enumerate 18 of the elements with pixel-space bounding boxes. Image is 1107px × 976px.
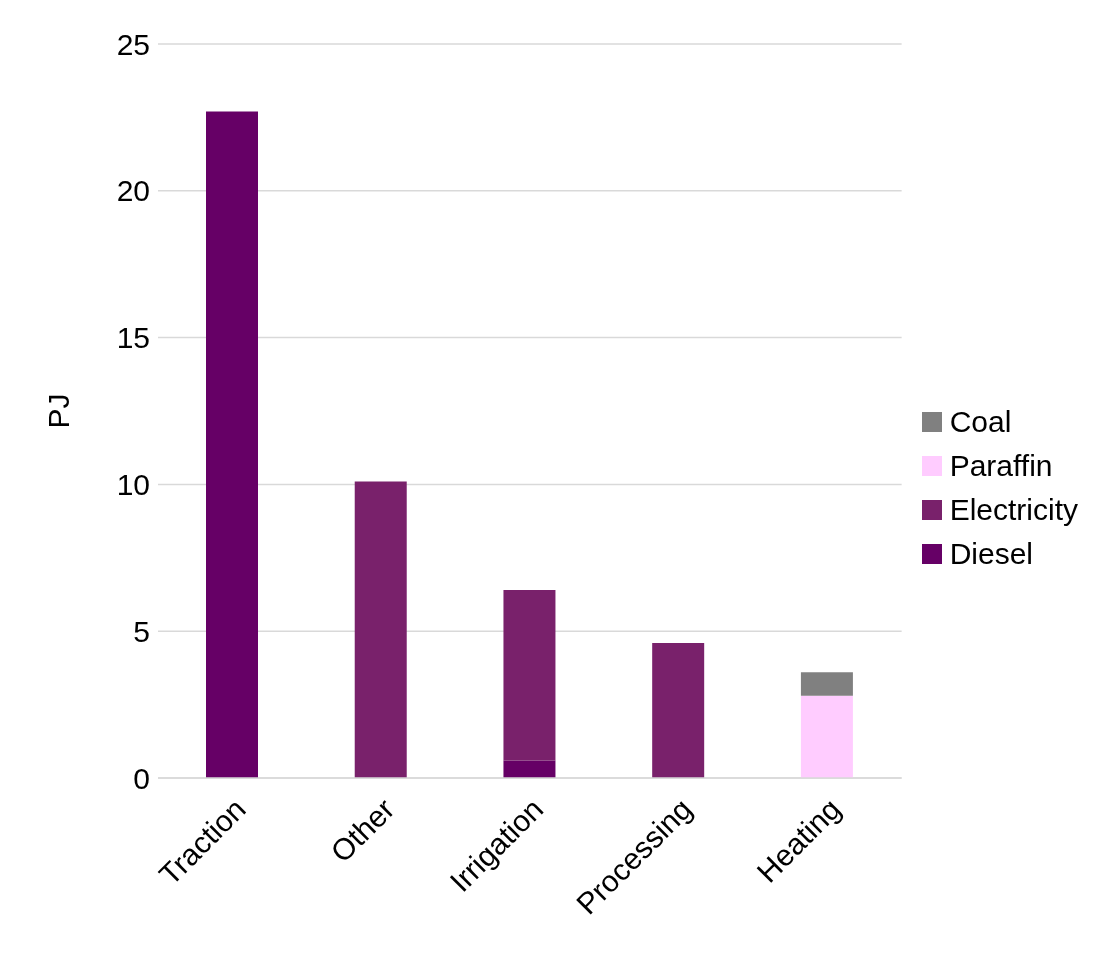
bar <box>354 481 407 778</box>
legend-label: Diesel <box>949 537 1034 571</box>
legend-label: Coal <box>949 405 1012 439</box>
legend-label: Paraffin <box>949 449 1053 483</box>
bar <box>800 695 853 778</box>
y-tick-label: 5 <box>133 614 150 648</box>
bar <box>503 760 556 778</box>
y-tick-label: 25 <box>116 27 150 61</box>
legend-label: Electricity <box>949 493 1078 527</box>
bar <box>800 672 853 696</box>
bar <box>206 111 258 778</box>
y-tick-label: 0 <box>133 761 150 795</box>
y-axis-title: PJ <box>41 393 75 429</box>
y-tick-label: 20 <box>116 174 150 208</box>
bar <box>503 590 556 761</box>
y-tick-label: 15 <box>116 321 150 355</box>
y-tick-label: 10 <box>116 468 150 502</box>
bar <box>652 642 705 778</box>
